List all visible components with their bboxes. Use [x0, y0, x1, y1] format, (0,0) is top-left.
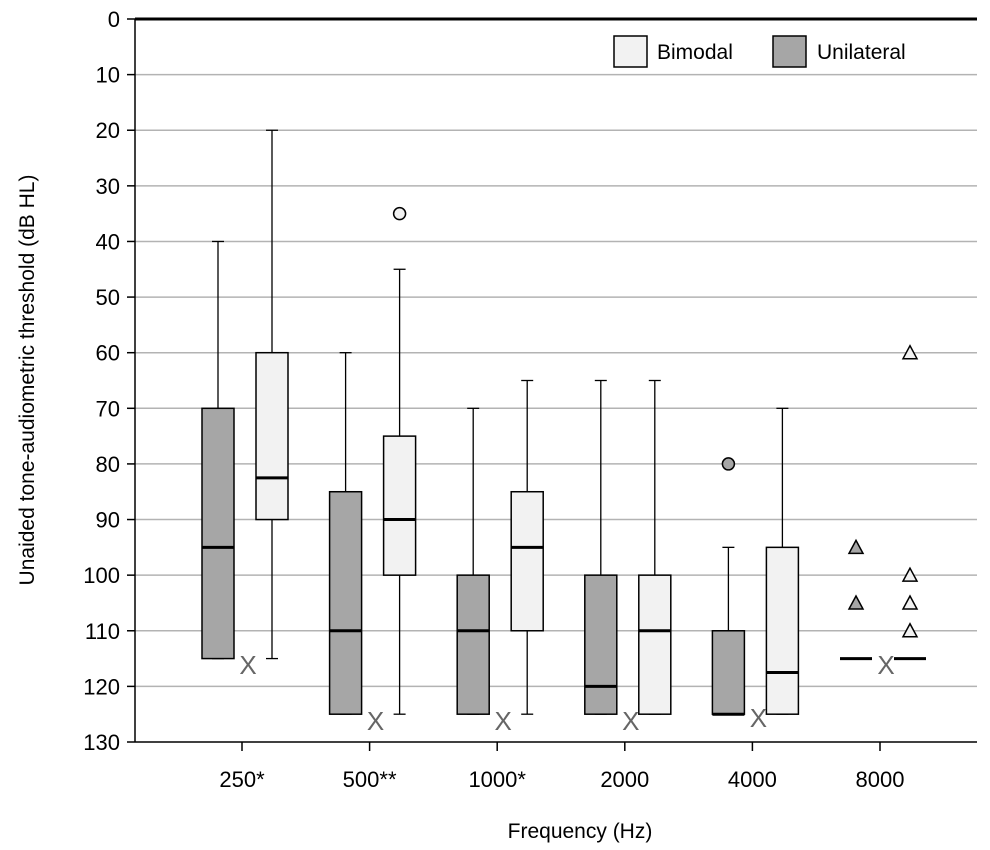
extreme-triangle-unilateral-0: [847, 538, 865, 555]
legend-swatch-unilateral: [772, 35, 807, 68]
x-marker-5: X: [877, 650, 894, 680]
box-rect: [328, 490, 363, 715]
y-tick-label-10: 10: [96, 63, 120, 88]
legend-swatch-bimodal: [613, 35, 648, 68]
box-rect: [584, 574, 618, 715]
x-marker-0: X: [239, 650, 256, 680]
box-bimodal-2: [510, 379, 544, 715]
outlier-circle-unilateral-0: [721, 457, 736, 471]
y-tick-label-130: 130: [83, 730, 120, 755]
x-tick-label-5: 8000: [856, 767, 905, 792]
y-tick-label-100: 100: [83, 563, 120, 588]
x-tick-label-1: 500**: [343, 767, 397, 792]
legend: Bimodal Unilateral: [613, 35, 906, 68]
box-bimodal-3: [638, 379, 672, 715]
legend-label-bimodal: Bimodal: [657, 41, 733, 64]
box-bimodal-4: [765, 407, 800, 715]
y-tick-label-90: 90: [96, 508, 120, 533]
legend-label-unilateral: Unilateral: [817, 41, 906, 64]
outlier-circle-bimodal-0: [392, 206, 407, 221]
y-tick-label-0: 0: [108, 7, 120, 32]
box-unilateral-0: [201, 240, 235, 660]
x-marker-2: X: [495, 706, 512, 736]
x-marker-3: X: [622, 706, 639, 736]
y-tick-label-20: 20: [96, 118, 120, 143]
y-tick-label-70: 70: [96, 396, 120, 421]
box-unilateral-4: [711, 546, 746, 716]
y-tick-label-40: 40: [96, 229, 120, 254]
extreme-triangle-bimodal-3: [901, 622, 919, 638]
x-marker-4: X: [750, 703, 767, 733]
y-axis-ticks: 0 10 20 30 40 50 60 70 80 90 100 110 120 130: [83, 7, 135, 755]
x-tick-label-2: 1000*: [468, 767, 526, 792]
y-axis-title: Unaided tone-audiometric threshold (dB H…: [16, 175, 39, 586]
box-rect: [711, 630, 746, 715]
box-unilateral-2: [456, 407, 490, 715]
extreme-triangle-unilateral-1: [847, 594, 865, 610]
y-tick-label-60: 60: [96, 341, 120, 366]
box-bimodal-1: [382, 268, 417, 715]
extreme-triangle-bimodal-0: [901, 344, 919, 360]
box-unilateral-1: [328, 352, 363, 715]
box-series: [201, 129, 926, 716]
y-tick-label-120: 120: [83, 674, 120, 699]
box-rect: [638, 574, 672, 715]
box-rect: [255, 351, 289, 521]
y-tick-label-30: 30: [96, 174, 120, 199]
box-rect: [456, 574, 490, 715]
extreme-triangle-bimodal-2: [901, 594, 919, 610]
x-tick-label-0: 250*: [219, 767, 265, 792]
box-rect: [382, 435, 417, 576]
box-rect: [765, 546, 800, 715]
x-tick-label-3: 2000: [600, 767, 649, 792]
x-tick-label-4: 4000: [728, 767, 777, 792]
y-tick-label-80: 80: [96, 452, 120, 477]
y-tick-label-110: 110: [85, 619, 120, 644]
x-axis-ticks: 250* 500** 1000* 2000 4000 8000: [219, 742, 904, 792]
box-bimodal-0: [255, 129, 289, 660]
y-tick-label-50: 50: [96, 285, 120, 310]
point-markers: X X X X X X: [239, 206, 919, 736]
x-axis-title: Frequency (Hz): [508, 820, 653, 843]
box-rect: [201, 407, 235, 660]
x-marker-1: X: [367, 706, 384, 736]
box-unilateral-3: [584, 379, 618, 715]
extreme-triangle-bimodal-1: [901, 566, 919, 582]
box-rect: [510, 490, 544, 632]
